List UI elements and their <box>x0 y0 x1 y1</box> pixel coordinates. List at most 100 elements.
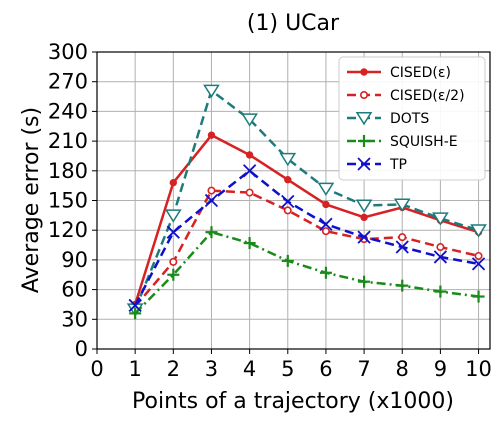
data-point <box>395 240 409 254</box>
data-point <box>396 279 409 292</box>
x-tick-label: 10 <box>465 357 492 381</box>
marker-stroke <box>395 240 409 254</box>
legend-item: SQUISH-E <box>347 134 458 150</box>
x-tick-label: 6 <box>319 357 332 381</box>
data-point <box>321 227 330 236</box>
y-tick-label: 60 <box>61 278 88 302</box>
y-tick-label: 210 <box>48 129 88 153</box>
x-tick-label: 3 <box>205 357 218 381</box>
data-point <box>284 176 292 184</box>
marker-stroke <box>281 194 295 209</box>
y-tick-label: 270 <box>48 70 88 94</box>
legend-marker <box>357 157 371 171</box>
series-line <box>133 89 479 310</box>
marker-stroke <box>128 298 142 313</box>
legend-marker <box>360 68 368 76</box>
x-tick-label: 5 <box>281 357 294 381</box>
data-point <box>355 199 373 213</box>
data-point <box>358 275 371 288</box>
marker-stroke <box>357 157 371 171</box>
x-tick-label: 9 <box>434 357 447 381</box>
data-point <box>474 251 483 260</box>
series-line <box>134 230 479 315</box>
data-point <box>203 84 220 98</box>
marker-stroke <box>166 225 180 239</box>
data-point <box>283 206 292 215</box>
data-point <box>434 285 447 298</box>
y-axis-label: Average error (s) <box>19 107 44 293</box>
series-2 <box>126 84 487 317</box>
marker-stroke <box>319 217 333 231</box>
data-point <box>357 230 371 244</box>
data-point <box>243 237 256 250</box>
y-tick-label: 30 <box>61 307 88 331</box>
marker-stroke <box>204 193 219 208</box>
x-tick-label: 4 <box>243 357 256 381</box>
legend-item: TP <box>347 157 407 173</box>
legend: CISED(ε) CISED(ε/2) DOTS SQUISH-E TP <box>338 56 486 181</box>
data-point <box>317 182 335 196</box>
legend-label: DOTS <box>390 111 429 127</box>
data-point <box>169 257 178 266</box>
data-point <box>281 254 294 267</box>
data-point <box>166 225 180 239</box>
data-point <box>204 193 219 208</box>
legend-item: DOTS <box>347 111 429 127</box>
data-point <box>322 200 330 209</box>
marker-stroke <box>433 250 448 264</box>
marker-stroke <box>357 230 371 244</box>
legend-box <box>338 56 486 181</box>
data-point <box>169 178 178 187</box>
data-point <box>245 151 254 159</box>
x-tick-label: 0 <box>90 357 103 381</box>
data-point <box>319 266 332 279</box>
legend-label: TP <box>389 157 407 173</box>
legend-marker <box>355 112 373 126</box>
data-point <box>128 298 142 313</box>
data-point <box>433 250 448 264</box>
legend-item: CISED(ε/2) <box>347 88 465 104</box>
marker-stroke <box>242 164 257 178</box>
data-point <box>205 226 218 239</box>
marker-stroke <box>471 257 486 271</box>
data-point <box>242 164 257 178</box>
data-point <box>281 194 295 209</box>
y-tick-label: 150 <box>48 189 88 213</box>
data-point <box>393 198 411 212</box>
x-tick-label: 2 <box>167 357 180 381</box>
tick-labels: 0 1 2 3 4 5 6 7 8 9 10 0 30 60 90 120 150 180 210 240 270 300 <box>48 40 492 381</box>
legend-label: CISED(ε/2) <box>390 88 465 104</box>
y-tick-label: 180 <box>48 159 88 183</box>
y-tick-label: 120 <box>48 218 88 242</box>
y-tick-label: 0 <box>75 337 88 361</box>
y-tick-label: 300 <box>48 40 88 64</box>
data-point <box>360 213 368 222</box>
y-tick-label: 90 <box>61 248 88 272</box>
x-tick-label: 7 <box>357 357 370 381</box>
legend-marker <box>359 91 368 100</box>
x-axis-label: Points of a trajectory (x1000) <box>132 389 454 414</box>
data-point <box>207 131 216 139</box>
data-point <box>164 209 182 223</box>
data-point <box>471 257 486 271</box>
legend-label: CISED(ε) <box>390 65 451 81</box>
data-point <box>245 188 254 197</box>
data-point <box>129 307 142 320</box>
legend-marker <box>358 135 370 147</box>
data-point <box>470 224 487 238</box>
legend-label: SQUISH-E <box>390 134 458 150</box>
data-point <box>319 217 333 231</box>
x-tick-label: 1 <box>128 357 141 381</box>
data-point <box>241 113 258 127</box>
data-point <box>167 268 180 281</box>
data-point <box>279 152 297 167</box>
series-4 <box>128 164 486 313</box>
data-point <box>436 243 445 252</box>
data-point <box>432 212 449 226</box>
data-point <box>207 186 216 195</box>
series-1 <box>131 186 483 311</box>
series-line <box>134 189 479 308</box>
series-3 <box>129 226 485 320</box>
